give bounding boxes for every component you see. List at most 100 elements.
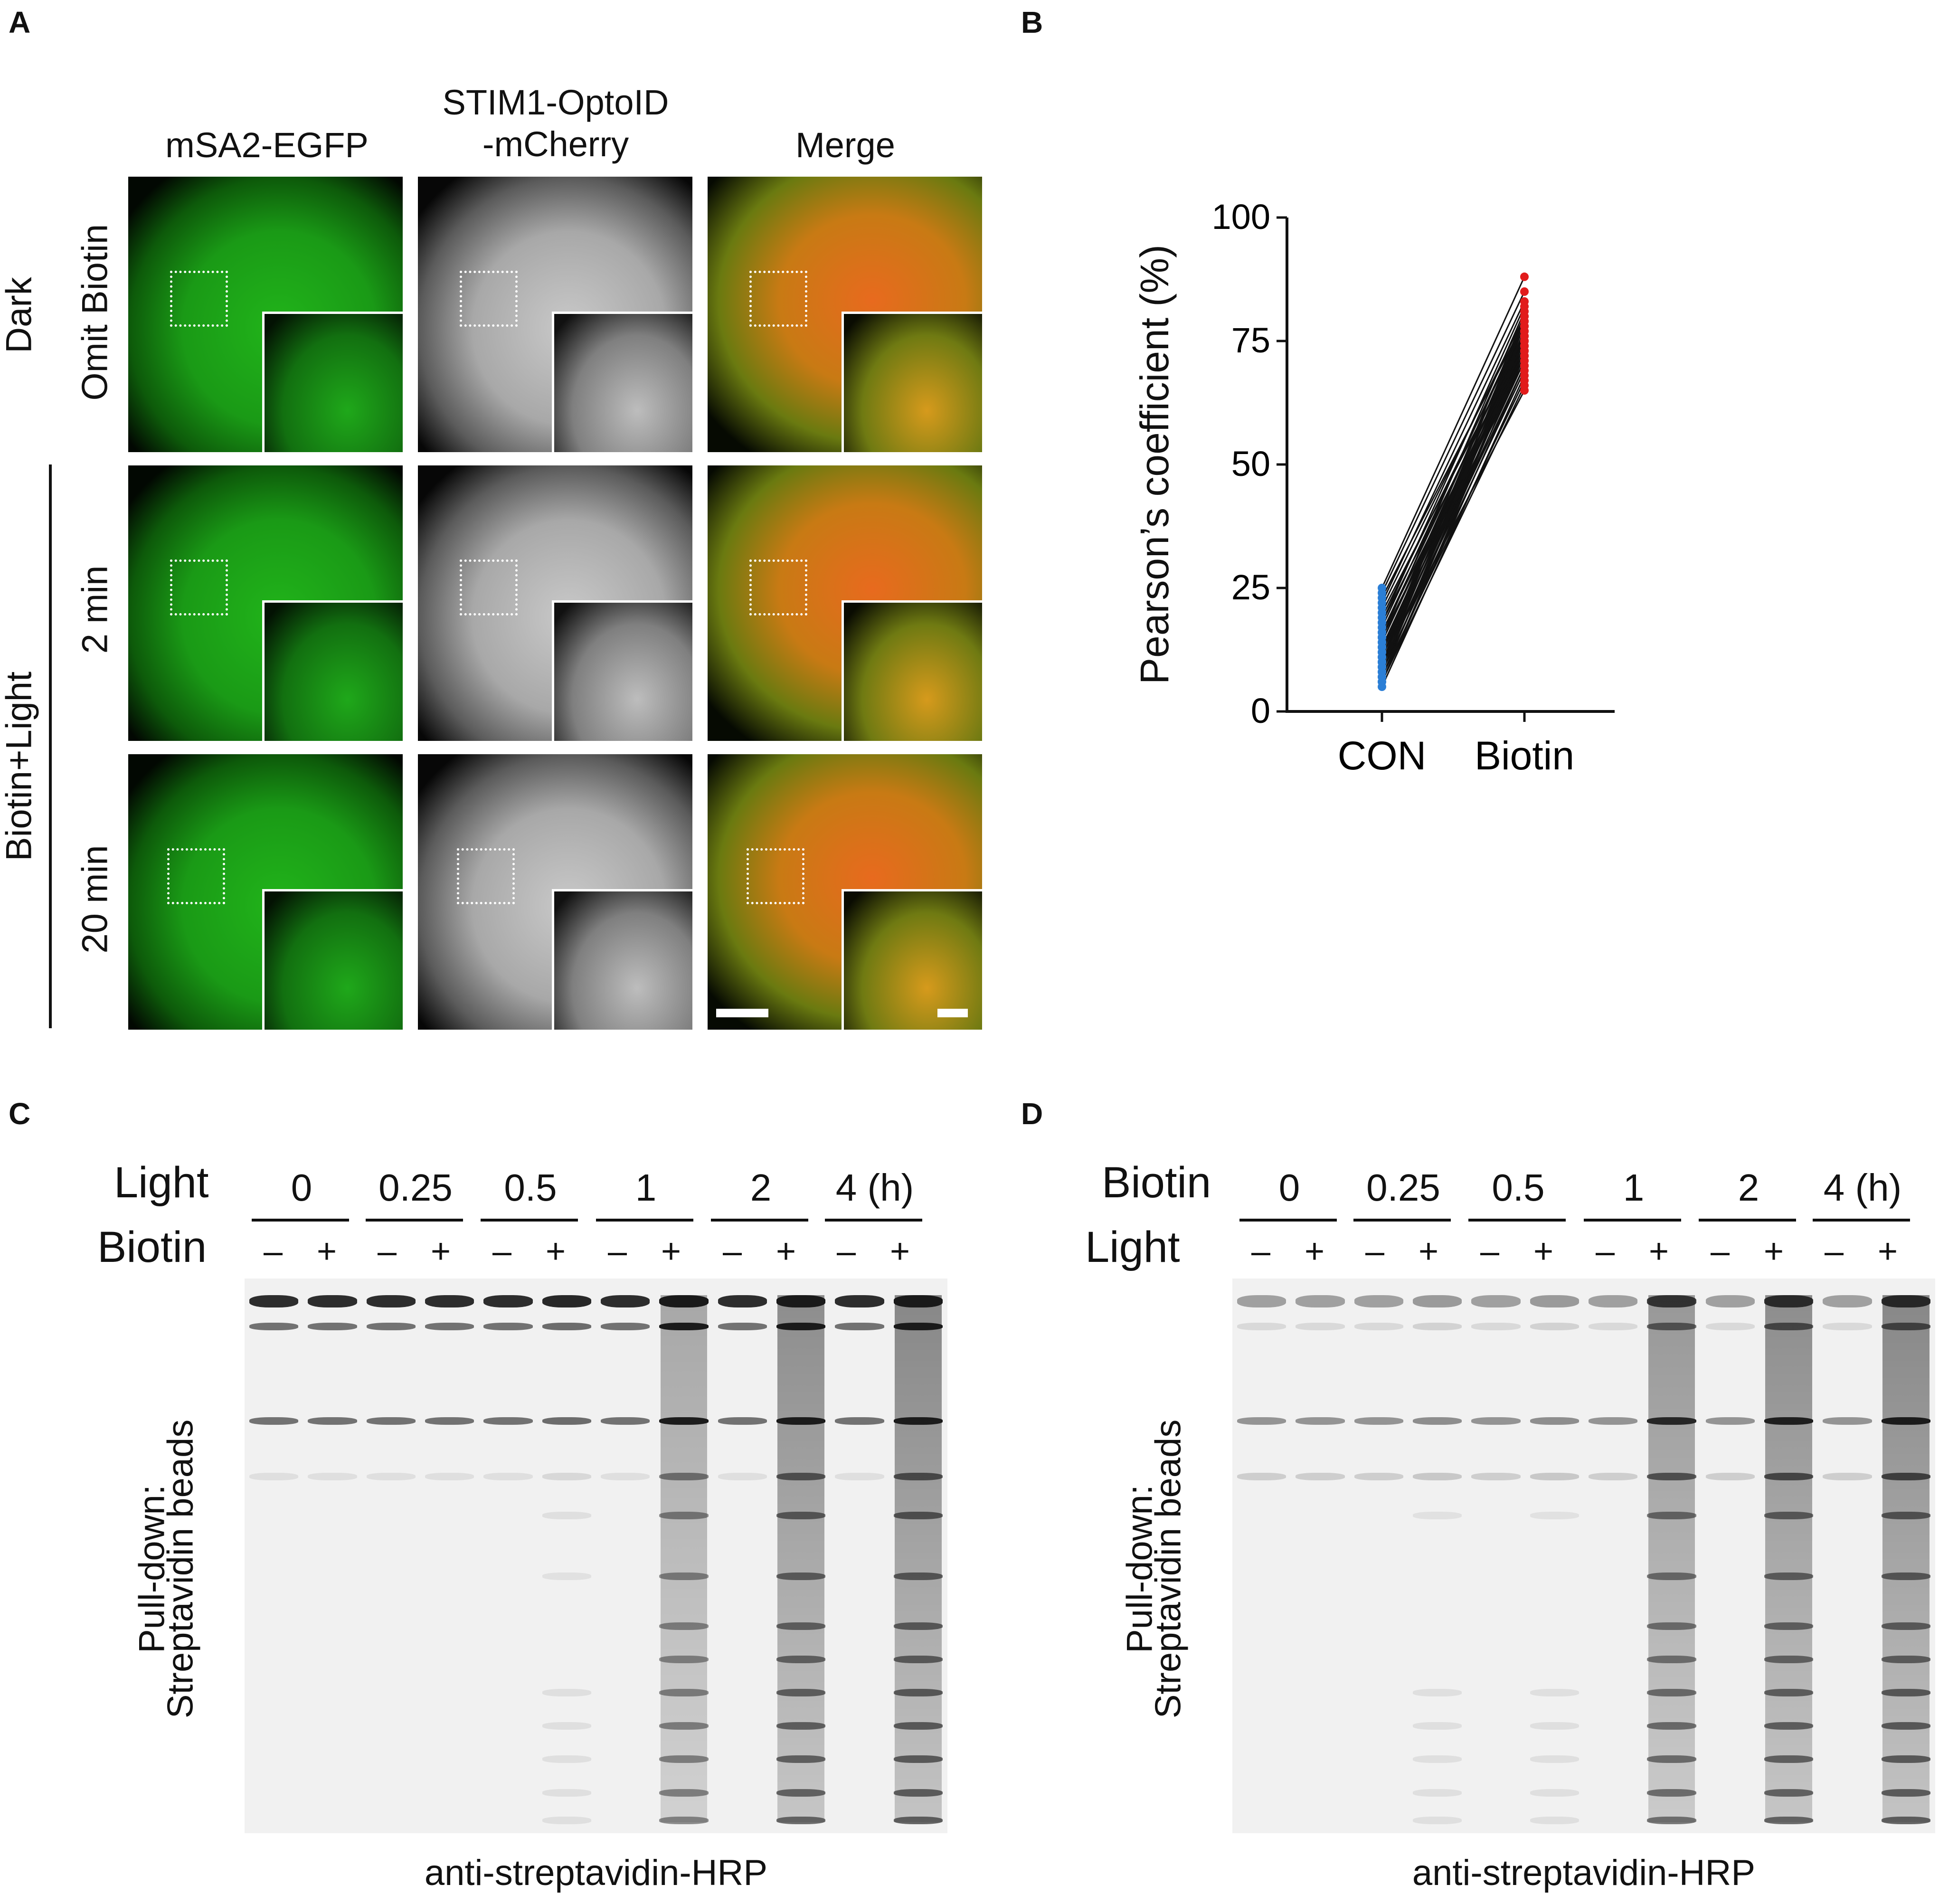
blot-band: [718, 1472, 767, 1480]
blot-band: [1237, 1295, 1286, 1308]
panel-c-minus-sign: –: [607, 1232, 627, 1270]
blot-band: [1647, 1755, 1696, 1763]
blot-band: [1823, 1417, 1872, 1425]
panel-c-plus-sign: +: [661, 1232, 681, 1270]
panel-d-plus-sign: +: [1418, 1232, 1439, 1270]
blot-band: [1237, 1417, 1286, 1425]
blot-band: [483, 1417, 533, 1425]
blot-lane: [596, 1279, 654, 1833]
blot-band: [600, 1323, 650, 1331]
biotin-point: [1520, 332, 1529, 341]
blot-band: [1647, 1295, 1696, 1308]
blot-lane: [1291, 1279, 1349, 1833]
blot-band: [776, 1323, 826, 1331]
y-tick-label: 100: [1212, 197, 1270, 237]
blot-band: [308, 1323, 357, 1331]
panel-d-plus-sign: +: [1304, 1232, 1325, 1270]
blot-band: [425, 1472, 474, 1480]
panel-d-minus-sign: –: [1365, 1232, 1385, 1270]
panel-d-group-label: 2: [1738, 1166, 1759, 1209]
panel-d-plus-sign: +: [1648, 1232, 1669, 1270]
row-label-omit-biotin: Omit Biotin: [75, 224, 115, 401]
zoom-inset: [842, 600, 982, 741]
blot-band: [1764, 1572, 1814, 1581]
roi-box: [460, 559, 518, 616]
blot-band: [1296, 1472, 1345, 1480]
blot-band: [1823, 1323, 1872, 1331]
panel-d-minus-sign: –: [1251, 1232, 1271, 1270]
blot-band: [1530, 1689, 1580, 1697]
pair-line: [1381, 345, 1525, 633]
col-header-merge: Merge: [795, 125, 895, 165]
blot-band: [1354, 1295, 1404, 1308]
panel-d-group-label: 0: [1278, 1166, 1300, 1209]
blot-band: [1647, 1656, 1696, 1664]
blot-band: [1764, 1656, 1814, 1664]
col-header-stim1: STIM1-OptoID -mCherry: [442, 83, 669, 164]
blot-band: [542, 1789, 592, 1797]
blot-band: [1647, 1622, 1696, 1630]
inset-scale-bar: [937, 1009, 968, 1017]
blot-band: [366, 1417, 416, 1425]
blot-band: [1588, 1472, 1638, 1480]
blot-band: [776, 1816, 826, 1824]
panel-c-plus-sign: +: [545, 1232, 566, 1270]
blot-band: [1354, 1323, 1404, 1331]
blot-band: [659, 1816, 709, 1824]
panel-d-group-underline: [1699, 1219, 1796, 1222]
panel-c-plus-sign: +: [430, 1232, 451, 1270]
biotin-point: [1520, 287, 1529, 296]
blot-band: [1764, 1722, 1814, 1730]
micrograph-egfp-2min: [128, 465, 403, 741]
panel-c-group-underline: [366, 1219, 463, 1222]
blot-band: [835, 1472, 884, 1480]
x-ticks: CON Biotin: [1338, 711, 1574, 778]
blot-band: [249, 1323, 299, 1331]
blot-band: [600, 1417, 650, 1425]
biotin-point: [1520, 356, 1529, 365]
blot-band: [366, 1472, 416, 1480]
panel-c-plus-sign: +: [776, 1232, 796, 1270]
blot-band: [249, 1472, 299, 1480]
blot-band: [776, 1755, 826, 1763]
y-ticks: 0 25 50 75 100: [1212, 197, 1287, 730]
panel-c-ylabel-line2: Streptavidin beads: [160, 1419, 201, 1719]
zoom-inset: [552, 889, 692, 1030]
blot-band: [1764, 1622, 1814, 1630]
blot-band: [1647, 1689, 1696, 1697]
blot-band: [1530, 1511, 1580, 1519]
blot-band: [483, 1472, 533, 1480]
panel-d-xlabel: anti-streptavidin-HRP: [1412, 1853, 1756, 1893]
pair-line: [1381, 276, 1525, 588]
panel-d-plus-sign: +: [1533, 1232, 1554, 1270]
zoom-inset: [842, 889, 982, 1030]
blot-band: [249, 1417, 299, 1425]
blot-band: [542, 1572, 592, 1581]
blot-band: [308, 1295, 357, 1308]
blot-smear: [777, 1295, 824, 1822]
panel-d-minus-sign: –: [1595, 1232, 1615, 1270]
x-tick-label: Biotin: [1475, 733, 1574, 778]
blot-lane: [1408, 1279, 1466, 1833]
y-tick-label: 25: [1231, 568, 1270, 607]
pair-lines: [1381, 276, 1525, 687]
micrograph-merge-omit: [708, 177, 982, 452]
blot-c: [245, 1279, 947, 1833]
panel-c-group-underline: [596, 1219, 693, 1222]
panel-c-group-underline: [825, 1219, 922, 1222]
panel-d-row1-label: Biotin: [1102, 1158, 1211, 1207]
blot-band: [718, 1295, 767, 1308]
blot-smear: [894, 1295, 942, 1822]
blot-band: [659, 1622, 709, 1630]
micrograph-mcherry-20min: [418, 754, 692, 1030]
panel-d-row2-label: Light: [1085, 1223, 1180, 1271]
blot-smear: [1765, 1295, 1812, 1822]
blot-band: [1412, 1295, 1462, 1308]
roi-box: [457, 848, 515, 904]
blot-band: [659, 1789, 709, 1797]
con-point: [1378, 643, 1386, 652]
blot-band: [1764, 1755, 1814, 1763]
y-tick-label: 0: [1251, 691, 1270, 730]
blot-band: [1412, 1755, 1462, 1763]
blot-band: [1823, 1472, 1872, 1480]
